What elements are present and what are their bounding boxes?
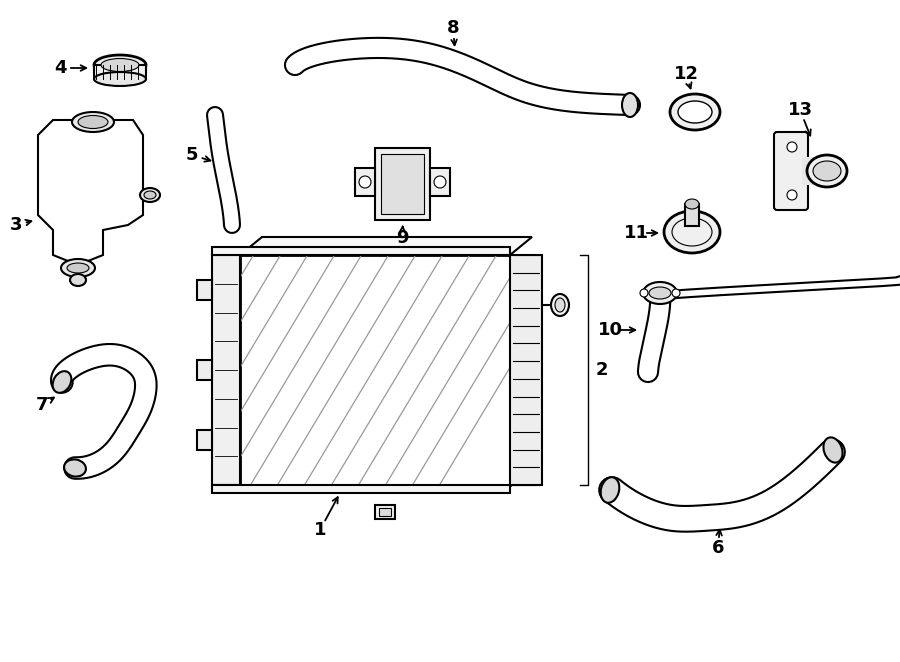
Circle shape — [434, 176, 446, 188]
Bar — [212, 255, 240, 485]
Circle shape — [640, 289, 648, 297]
Ellipse shape — [78, 115, 108, 128]
Ellipse shape — [824, 438, 842, 463]
Ellipse shape — [94, 55, 146, 75]
Text: 6: 6 — [712, 539, 724, 557]
FancyBboxPatch shape — [774, 132, 808, 210]
Text: 2: 2 — [596, 361, 608, 379]
Ellipse shape — [649, 287, 671, 299]
Text: 9: 9 — [396, 229, 409, 247]
Text: 5: 5 — [185, 146, 198, 164]
Text: 13: 13 — [788, 101, 813, 119]
Ellipse shape — [53, 371, 71, 393]
Bar — [510, 255, 542, 485]
Text: 12: 12 — [673, 65, 698, 83]
Ellipse shape — [813, 161, 841, 181]
Ellipse shape — [670, 94, 720, 130]
Polygon shape — [38, 120, 143, 265]
Circle shape — [672, 289, 680, 297]
Bar — [381, 154, 424, 214]
Ellipse shape — [144, 191, 156, 199]
Ellipse shape — [685, 199, 699, 209]
Ellipse shape — [807, 155, 847, 187]
Polygon shape — [240, 237, 532, 255]
Text: 7: 7 — [36, 396, 49, 414]
Polygon shape — [197, 430, 212, 450]
Ellipse shape — [643, 282, 677, 304]
Ellipse shape — [70, 274, 86, 286]
Ellipse shape — [622, 93, 638, 117]
Circle shape — [359, 176, 371, 188]
Bar — [379, 508, 391, 516]
Ellipse shape — [64, 459, 86, 477]
Polygon shape — [197, 360, 212, 380]
Text: 1: 1 — [314, 521, 326, 539]
Ellipse shape — [664, 211, 720, 253]
Polygon shape — [240, 255, 510, 485]
Bar — [355, 168, 375, 196]
Ellipse shape — [140, 188, 160, 202]
Ellipse shape — [551, 294, 569, 316]
Bar — [375, 148, 430, 220]
Circle shape — [787, 142, 797, 152]
Bar — [430, 168, 450, 196]
Circle shape — [787, 190, 797, 200]
Ellipse shape — [67, 263, 89, 273]
Ellipse shape — [600, 477, 619, 502]
Text: 10: 10 — [598, 321, 623, 339]
Bar — [802, 157, 830, 185]
Ellipse shape — [72, 112, 114, 132]
Polygon shape — [94, 65, 146, 79]
Text: 8: 8 — [446, 19, 459, 37]
Ellipse shape — [94, 72, 146, 86]
Ellipse shape — [61, 259, 95, 277]
Bar — [212, 247, 510, 255]
Polygon shape — [197, 280, 212, 300]
Ellipse shape — [678, 101, 712, 123]
Text: 4: 4 — [54, 59, 67, 77]
Ellipse shape — [555, 298, 565, 312]
Bar — [685, 204, 699, 226]
Text: 11: 11 — [624, 224, 649, 242]
Text: 3: 3 — [10, 216, 22, 234]
Bar — [375, 505, 395, 519]
Bar — [212, 485, 510, 493]
Ellipse shape — [101, 58, 139, 71]
